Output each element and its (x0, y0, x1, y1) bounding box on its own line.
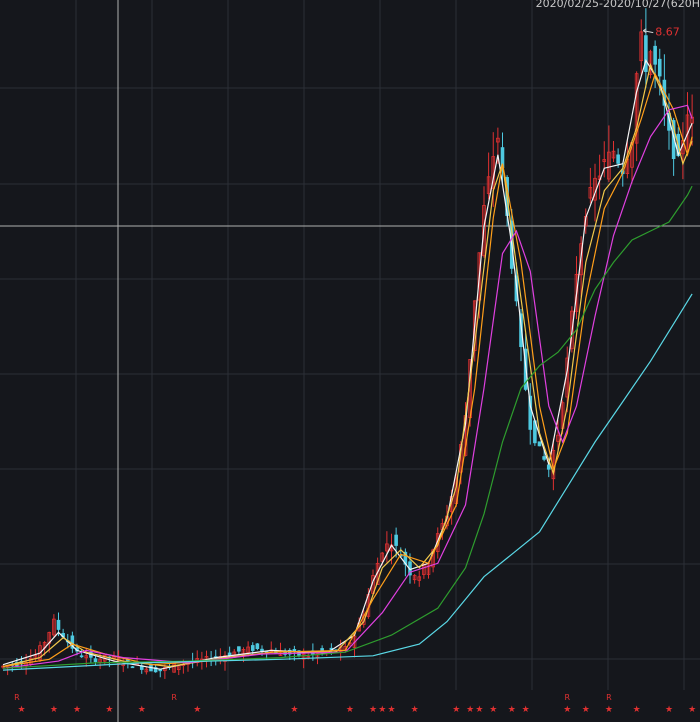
candle-body (579, 243, 583, 276)
candle-body (653, 45, 657, 65)
candle-body (607, 151, 611, 180)
candle-body (542, 456, 546, 460)
candle-body (158, 669, 163, 672)
candle-body (570, 310, 574, 350)
candle-body (611, 150, 616, 159)
candle-body (482, 205, 486, 257)
candle-body (412, 575, 417, 581)
signal-star-marker: ★ (633, 705, 641, 715)
r-marker: R (606, 693, 612, 702)
candle-body (352, 635, 357, 648)
candle-body (528, 395, 533, 430)
signal-star-marker: ★ (489, 705, 497, 715)
candle-body (486, 176, 491, 194)
max-price-pointer (643, 30, 654, 34)
candle-body (394, 534, 398, 546)
ma-line-ma10 (2, 62, 693, 668)
candle-body (301, 653, 306, 660)
candle-body (574, 273, 579, 312)
signal-star-marker: ★ (17, 705, 25, 715)
signal-star-marker: ★ (73, 705, 81, 715)
candle-body (380, 552, 385, 562)
signal-star-marker: ★ (50, 705, 58, 715)
candle-body (84, 655, 89, 659)
signal-star-marker: ★ (688, 705, 696, 715)
signal-star-marker: ★ (346, 705, 354, 715)
max-price-label: 8.67 (655, 26, 680, 39)
candle-body (648, 51, 653, 75)
signal-star-marker: ★ (522, 705, 530, 715)
ma-line-ma60 (2, 185, 693, 669)
r-marker: R (14, 693, 20, 702)
candle-body (385, 543, 389, 552)
signal-star-marker: ★ (605, 705, 613, 715)
candle-body (671, 120, 676, 159)
candle-body (477, 252, 482, 301)
signal-star-marker: ★ (582, 705, 590, 715)
candle-body (153, 667, 158, 673)
signal-star-marker: ★ (378, 705, 386, 715)
candle-body (616, 154, 620, 164)
candle-body (657, 58, 662, 77)
signal-star-marker: ★ (369, 705, 377, 715)
candle-body (496, 137, 500, 143)
signal-star-marker: ★ (138, 705, 146, 715)
candle-body (602, 159, 607, 162)
candle-body (246, 646, 250, 654)
candle-body (56, 619, 61, 630)
candle-body (634, 73, 639, 144)
signal-star-marker: ★ (452, 705, 460, 715)
signal-star-marker: ★ (290, 705, 298, 715)
candle-body (98, 658, 102, 663)
signal-star-marker: ★ (193, 705, 201, 715)
candle-body (38, 645, 42, 661)
candle-body (546, 464, 551, 470)
candle-body (79, 655, 84, 658)
ma-line-ma5 (2, 58, 693, 670)
candle-body (52, 618, 56, 636)
signal-star-marker: ★ (475, 705, 483, 715)
r-marker: R (564, 693, 570, 702)
max-price-arrow-icon (642, 28, 647, 34)
candle-body (237, 646, 241, 652)
candle-body (537, 441, 542, 447)
candle-body (144, 668, 149, 673)
ma-line-ma20 (2, 72, 693, 668)
date-range-label: 2020/02/25-2020/10/27(620H (535, 0, 700, 10)
candle-body (93, 658, 98, 663)
candle-body (417, 576, 422, 581)
ma-line-ma120 (2, 293, 693, 671)
r-marker: R (171, 693, 177, 702)
signal-star-marker: ★ (563, 705, 571, 715)
candle-body (588, 186, 593, 199)
candle-body (431, 549, 435, 568)
candle-body (112, 656, 116, 659)
candle-body (130, 666, 135, 669)
candle-body (472, 300, 477, 351)
signal-star-marker: ★ (105, 705, 113, 715)
candle-body (260, 648, 264, 652)
signal-star-marker: ★ (466, 705, 474, 715)
candle-body (556, 434, 560, 442)
ma-line-ma30 (2, 104, 693, 669)
candle-body (519, 313, 523, 348)
candle-body (644, 35, 648, 72)
signal-star-marker: ★ (665, 705, 673, 715)
candle-body (172, 663, 176, 673)
signal-star-marker: ★ (508, 705, 516, 715)
candle-body (639, 31, 644, 62)
candle-body (255, 643, 260, 650)
candle-body (250, 645, 255, 651)
signal-star-marker: ★ (411, 705, 419, 715)
signal-star-marker: ★ (387, 705, 395, 715)
